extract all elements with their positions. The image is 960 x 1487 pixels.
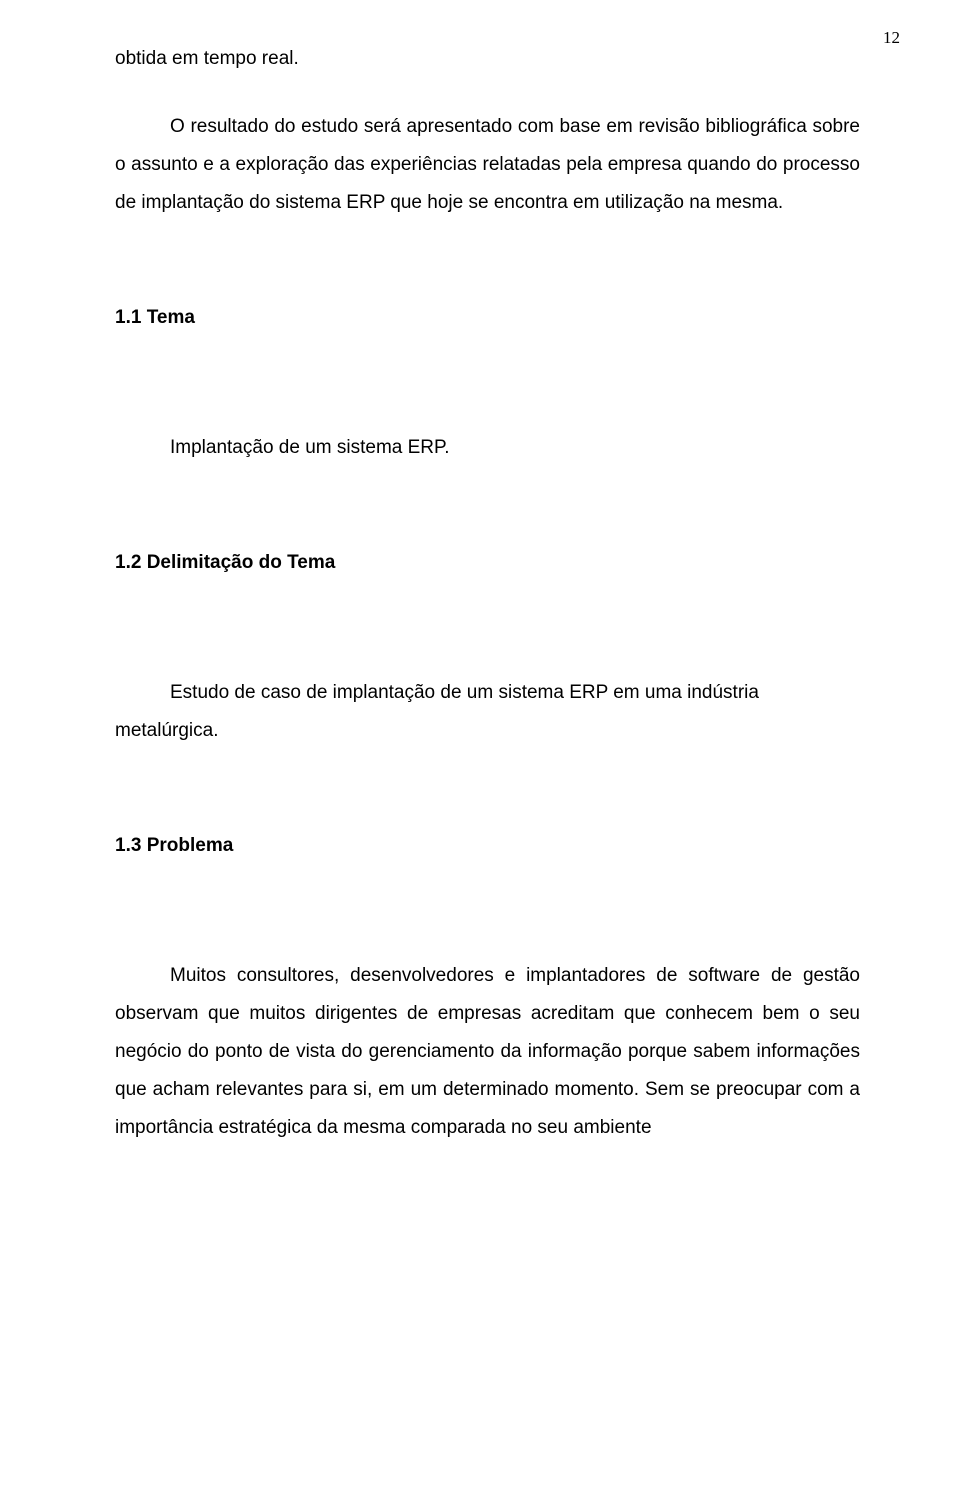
spacer <box>115 222 860 307</box>
page-number: 12 <box>883 28 900 48</box>
heading-problema: 1.3 Problema <box>115 835 860 857</box>
spacer <box>115 750 860 835</box>
paragraph: Muitos consultores, desenvolvedores e im… <box>115 957 860 1147</box>
paragraph-line: metalúrgica. <box>115 712 860 750</box>
paragraph: O resultado do estudo será apresentado c… <box>115 108 860 222</box>
paragraph: Implantação de um sistema ERP. <box>115 429 860 467</box>
spacer <box>115 329 860 429</box>
spacer <box>115 857 860 957</box>
paragraph-line: Estudo de caso de implantação de um sist… <box>115 674 860 712</box>
spacer <box>115 574 860 674</box>
spacer <box>115 78 860 108</box>
heading-tema: 1.1 Tema <box>115 307 860 329</box>
spacer <box>115 467 860 552</box>
heading-delimitacao: 1.2 Delimitação do Tema <box>115 552 860 574</box>
document-page: 12 obtida em tempo real. O resultado do … <box>0 0 960 1487</box>
paragraph-continuation: obtida em tempo real. <box>115 40 860 78</box>
